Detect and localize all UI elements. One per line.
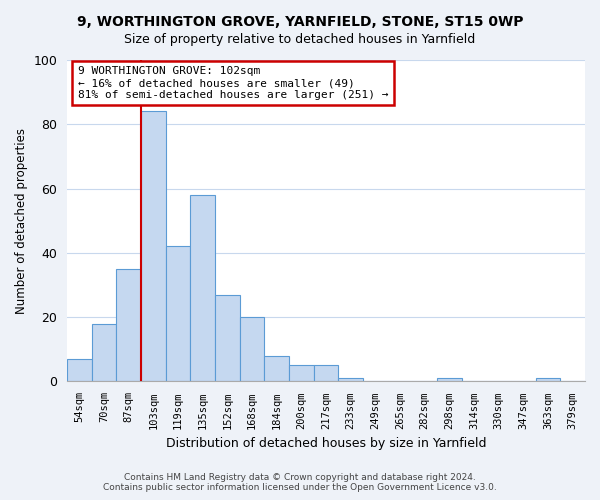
Text: Size of property relative to detached houses in Yarnfield: Size of property relative to detached ho… xyxy=(124,32,476,46)
Bar xyxy=(338,378,363,382)
Y-axis label: Number of detached properties: Number of detached properties xyxy=(15,128,28,314)
Bar xyxy=(314,366,338,382)
Bar xyxy=(437,378,462,382)
Bar xyxy=(67,359,92,382)
Bar xyxy=(240,317,265,382)
Text: 9 WORTHINGTON GROVE: 102sqm
← 16% of detached houses are smaller (49)
81% of sem: 9 WORTHINGTON GROVE: 102sqm ← 16% of det… xyxy=(77,66,388,100)
Bar xyxy=(116,269,141,382)
Bar xyxy=(265,356,289,382)
Bar xyxy=(92,324,116,382)
Bar xyxy=(536,378,560,382)
Text: Contains HM Land Registry data © Crown copyright and database right 2024.
Contai: Contains HM Land Registry data © Crown c… xyxy=(103,473,497,492)
Bar xyxy=(289,366,314,382)
Text: 9, WORTHINGTON GROVE, YARNFIELD, STONE, ST15 0WP: 9, WORTHINGTON GROVE, YARNFIELD, STONE, … xyxy=(77,15,523,29)
X-axis label: Distribution of detached houses by size in Yarnfield: Distribution of detached houses by size … xyxy=(166,437,487,450)
Bar xyxy=(190,195,215,382)
Bar xyxy=(166,246,190,382)
Bar xyxy=(215,294,240,382)
Bar xyxy=(141,112,166,382)
